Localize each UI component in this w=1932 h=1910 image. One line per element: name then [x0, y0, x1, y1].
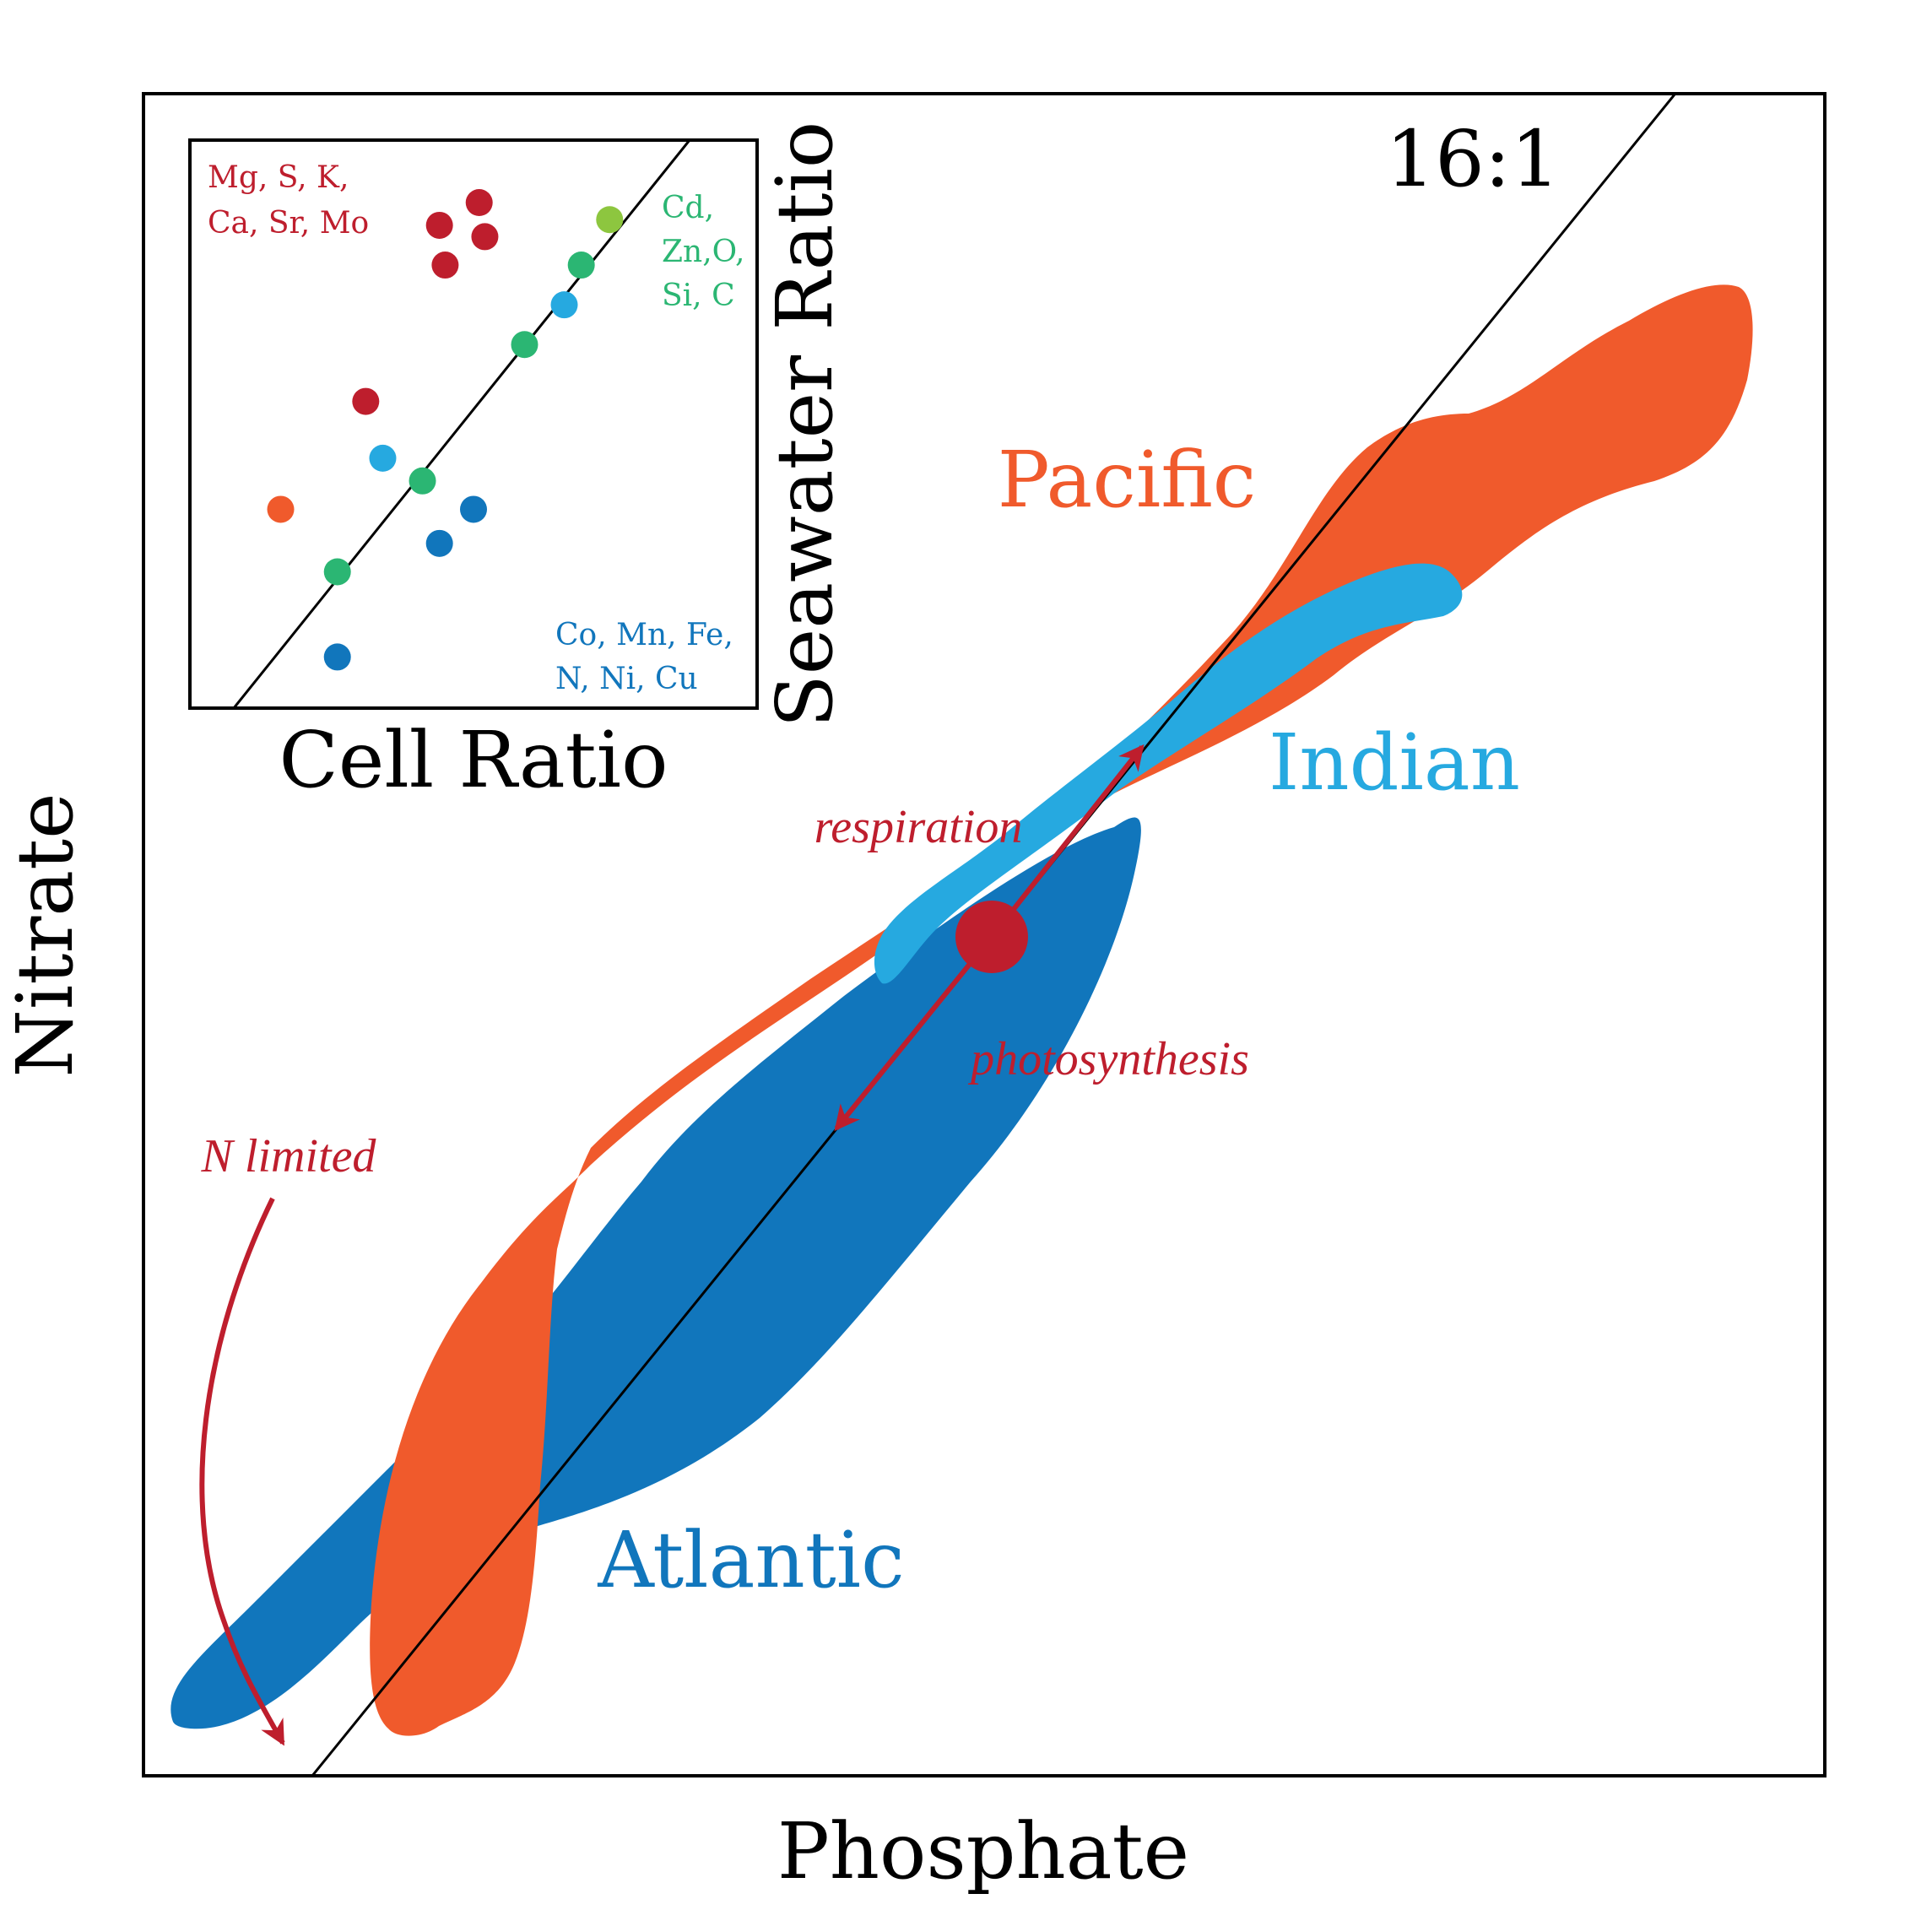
n-limited-arrow — [199, 1197, 285, 1746]
inset-one-to-one-line — [232, 140, 691, 708]
group-blue-label-1: Co, Mn, Fe, — [555, 618, 733, 652]
inset-y-axis-label: Seawater Ratio — [760, 122, 850, 728]
pacific-region — [370, 284, 1753, 1736]
inset-points — [267, 189, 624, 671]
photosynthesis-label: photosynthesis — [967, 1033, 1249, 1085]
inset-point-cyan — [369, 444, 397, 472]
main-plot-frame — [142, 92, 1826, 1777]
atlantic-label: Atlantic — [597, 1515, 904, 1605]
group-red-label-1: Mg, S, K, — [208, 160, 349, 195]
photosynthesis-arrow — [834, 935, 994, 1132]
respiration-label: respiration — [814, 801, 1023, 853]
inset-point-orange — [267, 495, 295, 523]
indian-region — [874, 563, 1463, 984]
group-blue-label-2: N, Ni, Cu — [555, 662, 698, 696]
pacific-label: Pacific — [998, 435, 1256, 525]
ratio-label: 16:1 — [1386, 114, 1561, 204]
x-axis-label: Phosphate — [777, 1806, 1189, 1896]
inset-point-green — [567, 252, 595, 279]
inset-point-blue — [425, 529, 453, 557]
inset-point-cyan — [550, 291, 578, 319]
inset-point-blue — [460, 495, 487, 523]
inset-point-red — [352, 387, 380, 415]
group-green-label-2: Zn,O, — [662, 235, 745, 269]
group-green-label-3: Si, C — [662, 279, 735, 313]
n-limited-label: N limited — [201, 1130, 377, 1182]
inset-frame — [188, 138, 759, 710]
indian-label: Indian — [1269, 717, 1520, 808]
inset-point-red — [471, 223, 499, 251]
inset-point-green — [409, 467, 436, 495]
inset-point-red — [431, 252, 459, 279]
inset-point-green — [323, 558, 351, 586]
inset-point-red — [425, 211, 453, 239]
ocean-regions — [170, 284, 1753, 1736]
inset-panel: Mg, S, K, Ca, Sr, Mo Cd, Zn,O, Si, C Co,… — [188, 122, 850, 805]
group-green-label-1: Cd, — [662, 191, 714, 225]
inset-x-axis-label: Cell Ratio — [279, 715, 668, 805]
inset-point-red — [465, 189, 493, 217]
ocean-average-point — [955, 901, 1028, 973]
respiration-arrow — [989, 744, 1145, 939]
inset-point-green — [511, 331, 538, 359]
inset-point-blue — [323, 643, 351, 671]
group-red-label-2: Ca, Sr, Mo — [208, 206, 369, 241]
y-axis-label: Nitrate — [0, 793, 90, 1077]
inset-point-light_green — [596, 206, 624, 234]
